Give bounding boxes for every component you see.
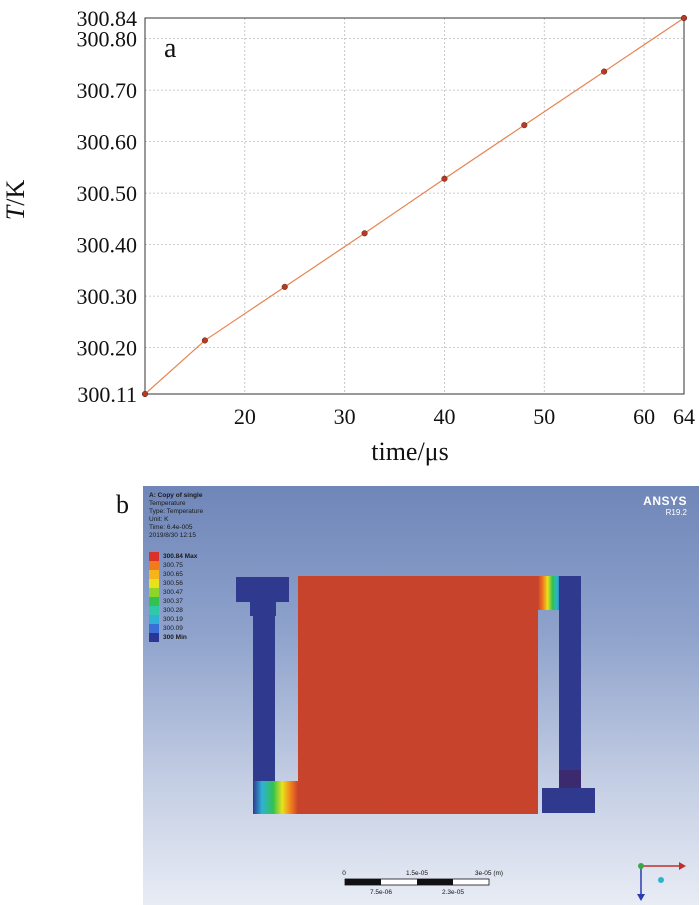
data-point (361, 230, 368, 237)
result-date: 2019/8/30 12:15 (149, 532, 196, 539)
y-axis-label: T/K (1, 180, 30, 221)
data-point (601, 68, 608, 75)
result-time: Time: 6.4e-005 (149, 524, 193, 531)
scale-label-2: 3e-05 (m) (475, 870, 503, 877)
series-line (144, 17, 685, 395)
legend-row: 300.09 (149, 624, 197, 633)
legend-swatch (149, 615, 159, 624)
scale-label-0: 0 (342, 870, 346, 877)
right-anchor-pad (542, 788, 595, 813)
y-axis-label-unit: /K (1, 180, 30, 206)
y-tick-label: 300.20 (77, 336, 138, 361)
legend-swatch (149, 597, 159, 606)
axis-triad-icon[interactable] (633, 858, 693, 903)
data-point (141, 390, 149, 398)
legend-swatch (149, 561, 159, 570)
y-tick-label: 300.80 (77, 27, 138, 52)
legend-label: 300.56 (163, 580, 183, 587)
y-tick-label: 300.50 (77, 181, 138, 206)
legend-swatch (149, 624, 159, 633)
result-quantity: Temperature (149, 500, 186, 507)
legend-label: 300.37 (163, 598, 183, 605)
x-tick-label: 20 (234, 404, 256, 429)
plot-frame (144, 17, 685, 395)
legend-label: 300.75 (163, 562, 183, 569)
result-type: Type: Temperature (149, 508, 204, 515)
brand-name: ANSYS (643, 494, 687, 508)
y-tick-label: 300.11 (77, 382, 137, 407)
legend-swatch (149, 588, 159, 597)
right-beam-joint (559, 770, 581, 788)
legend-label: 300.65 (163, 571, 183, 578)
legend-row: 300.19 (149, 615, 197, 624)
legend-label: 300.47 (163, 589, 183, 596)
left-beam (253, 616, 275, 781)
legend-label: 300.28 (163, 607, 183, 614)
temperature-chart: 20 30 40 50 60 64 300.11 300.20 300.30 300.40 300.… (1, 6, 696, 466)
series-points (141, 14, 688, 398)
legend-swatch (149, 606, 159, 615)
result-title: A: Copy of single (149, 492, 203, 499)
result-unit: Unit: K (149, 516, 169, 523)
y-tick-label: 300.60 (77, 130, 138, 155)
legend-label: 300.84 Max (163, 553, 198, 560)
x-tick-label: 40 (433, 404, 455, 429)
legend-row: 300.28 (149, 606, 197, 615)
result-info: A: Copy of single Temperature Type: Temp… (149, 492, 203, 540)
scale-label-1: 1.5e-05 (406, 870, 428, 877)
legend-label: 300.09 (163, 625, 183, 632)
left-anchor-neck (250, 602, 276, 616)
data-point (441, 175, 448, 182)
panel-b-label: b (116, 490, 129, 519)
left-connector (253, 781, 298, 814)
scale-label-4: 2.3e-05 (442, 889, 464, 896)
legend-row: 300.56 (149, 579, 197, 588)
legend-row: 300.37 (149, 597, 197, 606)
data-point (521, 122, 528, 129)
data-point (680, 14, 688, 22)
x-tick-label: 60 (633, 404, 655, 429)
y-tick-label: 300.40 (77, 233, 138, 258)
x-tick-label: 50 (533, 404, 555, 429)
x-axis-label: time/μs (371, 437, 449, 466)
legend-row: 300.47 (149, 588, 197, 597)
data-point (201, 337, 208, 344)
legend-swatch (149, 552, 159, 561)
legend-row: 300.84 Max (149, 552, 197, 561)
legend-row: 300.65 (149, 570, 197, 579)
chart-ticks: 20 30 40 50 60 64 300.11 300.20 300.30 300.40 300.… (77, 6, 696, 429)
x-tick-label: 30 (334, 404, 356, 429)
legend-label: 300 Min (163, 634, 187, 641)
model-geometry (236, 576, 595, 814)
right-beam (559, 576, 581, 770)
color-legend: 300.84 Max 300.75 300.65 300.56 300.47 300.37… (149, 552, 197, 642)
y-tick-label: 300.30 (77, 284, 138, 309)
legend-swatch (149, 579, 159, 588)
x-tick-label: 64 (673, 404, 695, 429)
simulation-viewport[interactable]: A: Copy of single Temperature Type: Temp… (143, 486, 699, 905)
legend-row: 300 Min (149, 633, 197, 642)
brand-version: R19.2 (665, 508, 687, 517)
legend-row: 300.75 (149, 561, 197, 570)
y-axis-label-var: T (1, 204, 30, 220)
heated-block (298, 576, 538, 814)
scale-bar: 0 1.5e-05 3e-05 (m) 7.5e-06 2.3e-05 (342, 870, 503, 896)
ansys-brand: ANSYS R19.2 (643, 494, 687, 517)
left-anchor-pad (236, 577, 289, 602)
panel-a-label: a (164, 33, 177, 64)
y-tick-label: 300.70 (77, 78, 138, 103)
scale-label-3: 7.5e-06 (370, 889, 392, 896)
y-tick-label: 300.84 (77, 6, 138, 31)
legend-swatch (149, 570, 159, 579)
legend-label: 300.19 (163, 616, 183, 623)
right-connector (538, 576, 562, 610)
legend-swatch (149, 633, 159, 642)
data-point (281, 283, 288, 290)
